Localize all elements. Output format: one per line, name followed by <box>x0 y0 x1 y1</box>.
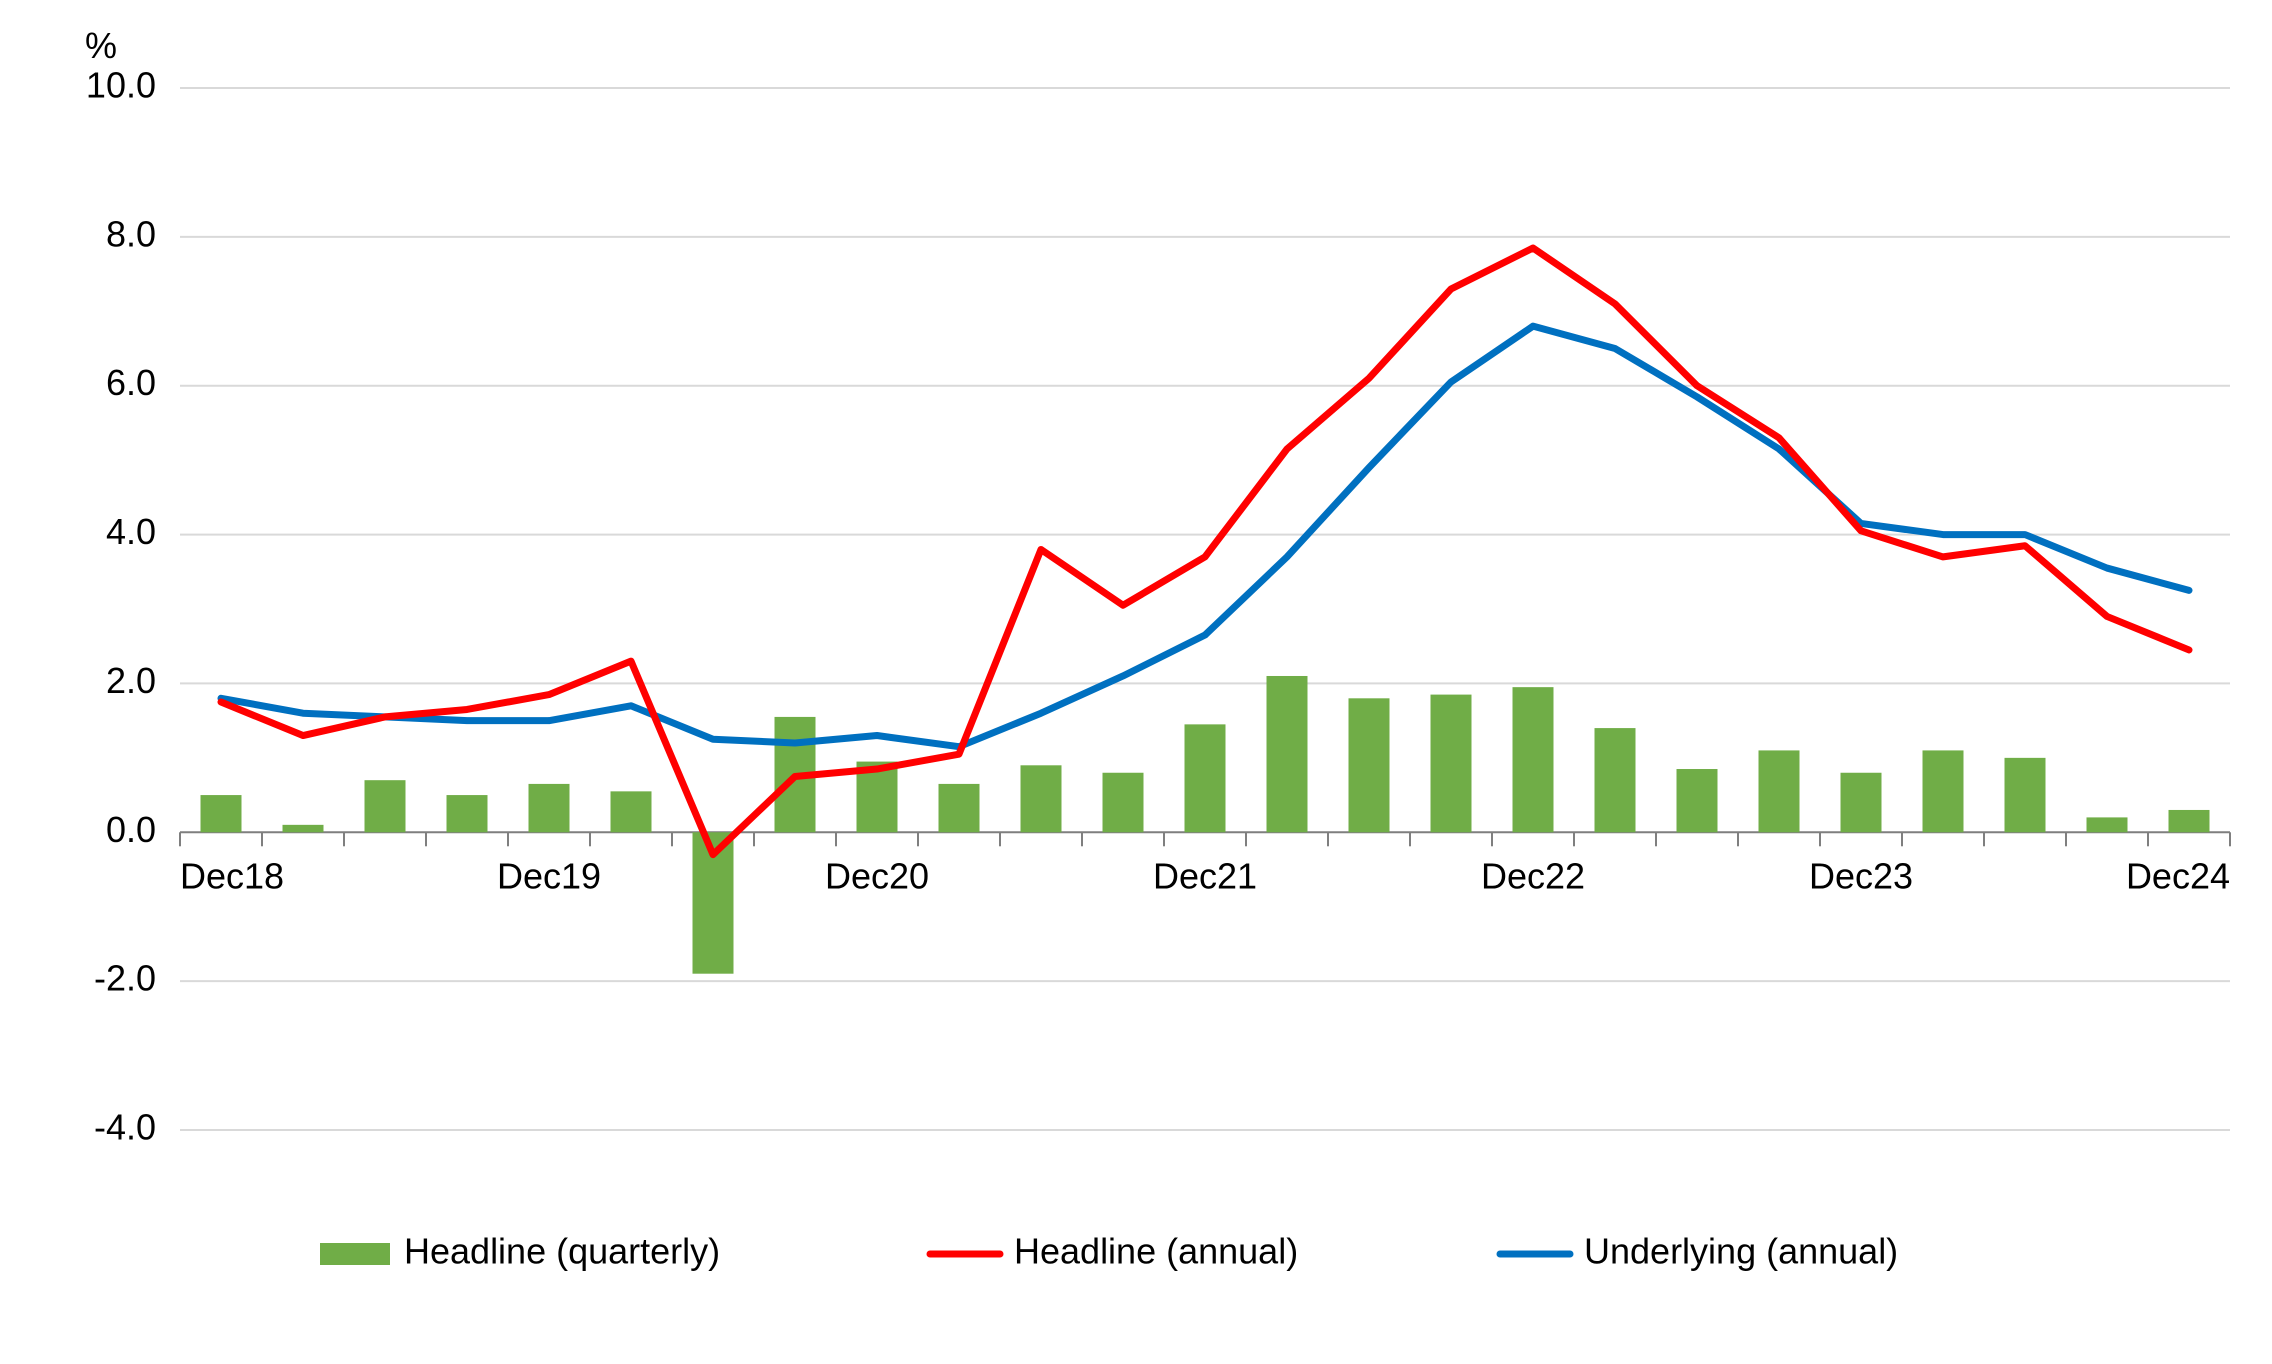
x-tick-label: Dec18 <box>180 855 284 896</box>
legend-swatch-headline_quarterly <box>320 1243 390 1265</box>
bar-headline-quarterly <box>1923 750 1964 832</box>
bar-headline-quarterly <box>1841 773 1882 833</box>
y-tick-label: 4.0 <box>106 511 156 552</box>
bar-headline-quarterly <box>1759 750 1800 832</box>
bar-headline-quarterly <box>1103 773 1144 833</box>
y-tick-label: -4.0 <box>94 1107 156 1148</box>
legend-label-headline_quarterly: Headline (quarterly) <box>404 1231 720 1272</box>
bar-headline-quarterly <box>1595 728 1636 832</box>
y-tick-label: 10.0 <box>86 65 156 106</box>
bar-headline-quarterly <box>2005 758 2046 832</box>
bar-headline-quarterly <box>2087 817 2128 832</box>
bar-headline-quarterly <box>1349 698 1390 832</box>
bar-headline-quarterly <box>1185 724 1226 832</box>
bar-headline-quarterly <box>1021 765 1062 832</box>
y-tick-label: 8.0 <box>106 213 156 254</box>
y-tick-label: 0.0 <box>106 809 156 850</box>
bar-headline-quarterly <box>447 795 488 832</box>
x-tick-label: Dec19 <box>497 855 601 896</box>
x-tick-label: Dec23 <box>1809 855 1913 896</box>
y-axis-unit-label: % <box>85 25 117 66</box>
bar-headline-quarterly <box>1431 695 1472 833</box>
legend-label-underlying_annual: Underlying (annual) <box>1584 1231 1898 1272</box>
bar-headline-quarterly <box>283 825 324 832</box>
x-tick-label: Dec22 <box>1481 855 1585 896</box>
bar-headline-quarterly <box>1677 769 1718 832</box>
y-tick-label: -2.0 <box>94 958 156 999</box>
bar-headline-quarterly <box>939 784 980 832</box>
bar-headline-quarterly <box>1267 676 1308 832</box>
y-tick-label: 2.0 <box>106 660 156 701</box>
chart-svg: -4.0 -2.0 0.0 2.0 4.0 6.0 8.0 10.0% Dec18 Dec19 De… <box>0 0 2272 1364</box>
x-tick-label: Dec20 <box>825 855 929 896</box>
bar-headline-quarterly <box>2169 810 2210 832</box>
bar-headline-quarterly <box>365 780 406 832</box>
bar-headline-quarterly <box>529 784 570 832</box>
bar-headline-quarterly <box>1513 687 1554 832</box>
bar-headline-quarterly <box>611 791 652 832</box>
y-tick-label: 6.0 <box>106 362 156 403</box>
legend-label-headline_annual: Headline (annual) <box>1014 1231 1298 1272</box>
x-tick-label: Dec24 <box>2126 855 2230 896</box>
x-tick-label: Dec21 <box>1153 855 1257 896</box>
inflation-chart: -4.0 -2.0 0.0 2.0 4.0 6.0 8.0 10.0% Dec18 Dec19 De… <box>0 0 2272 1364</box>
chart-background <box>0 0 2272 1364</box>
bar-headline-quarterly <box>201 795 242 832</box>
